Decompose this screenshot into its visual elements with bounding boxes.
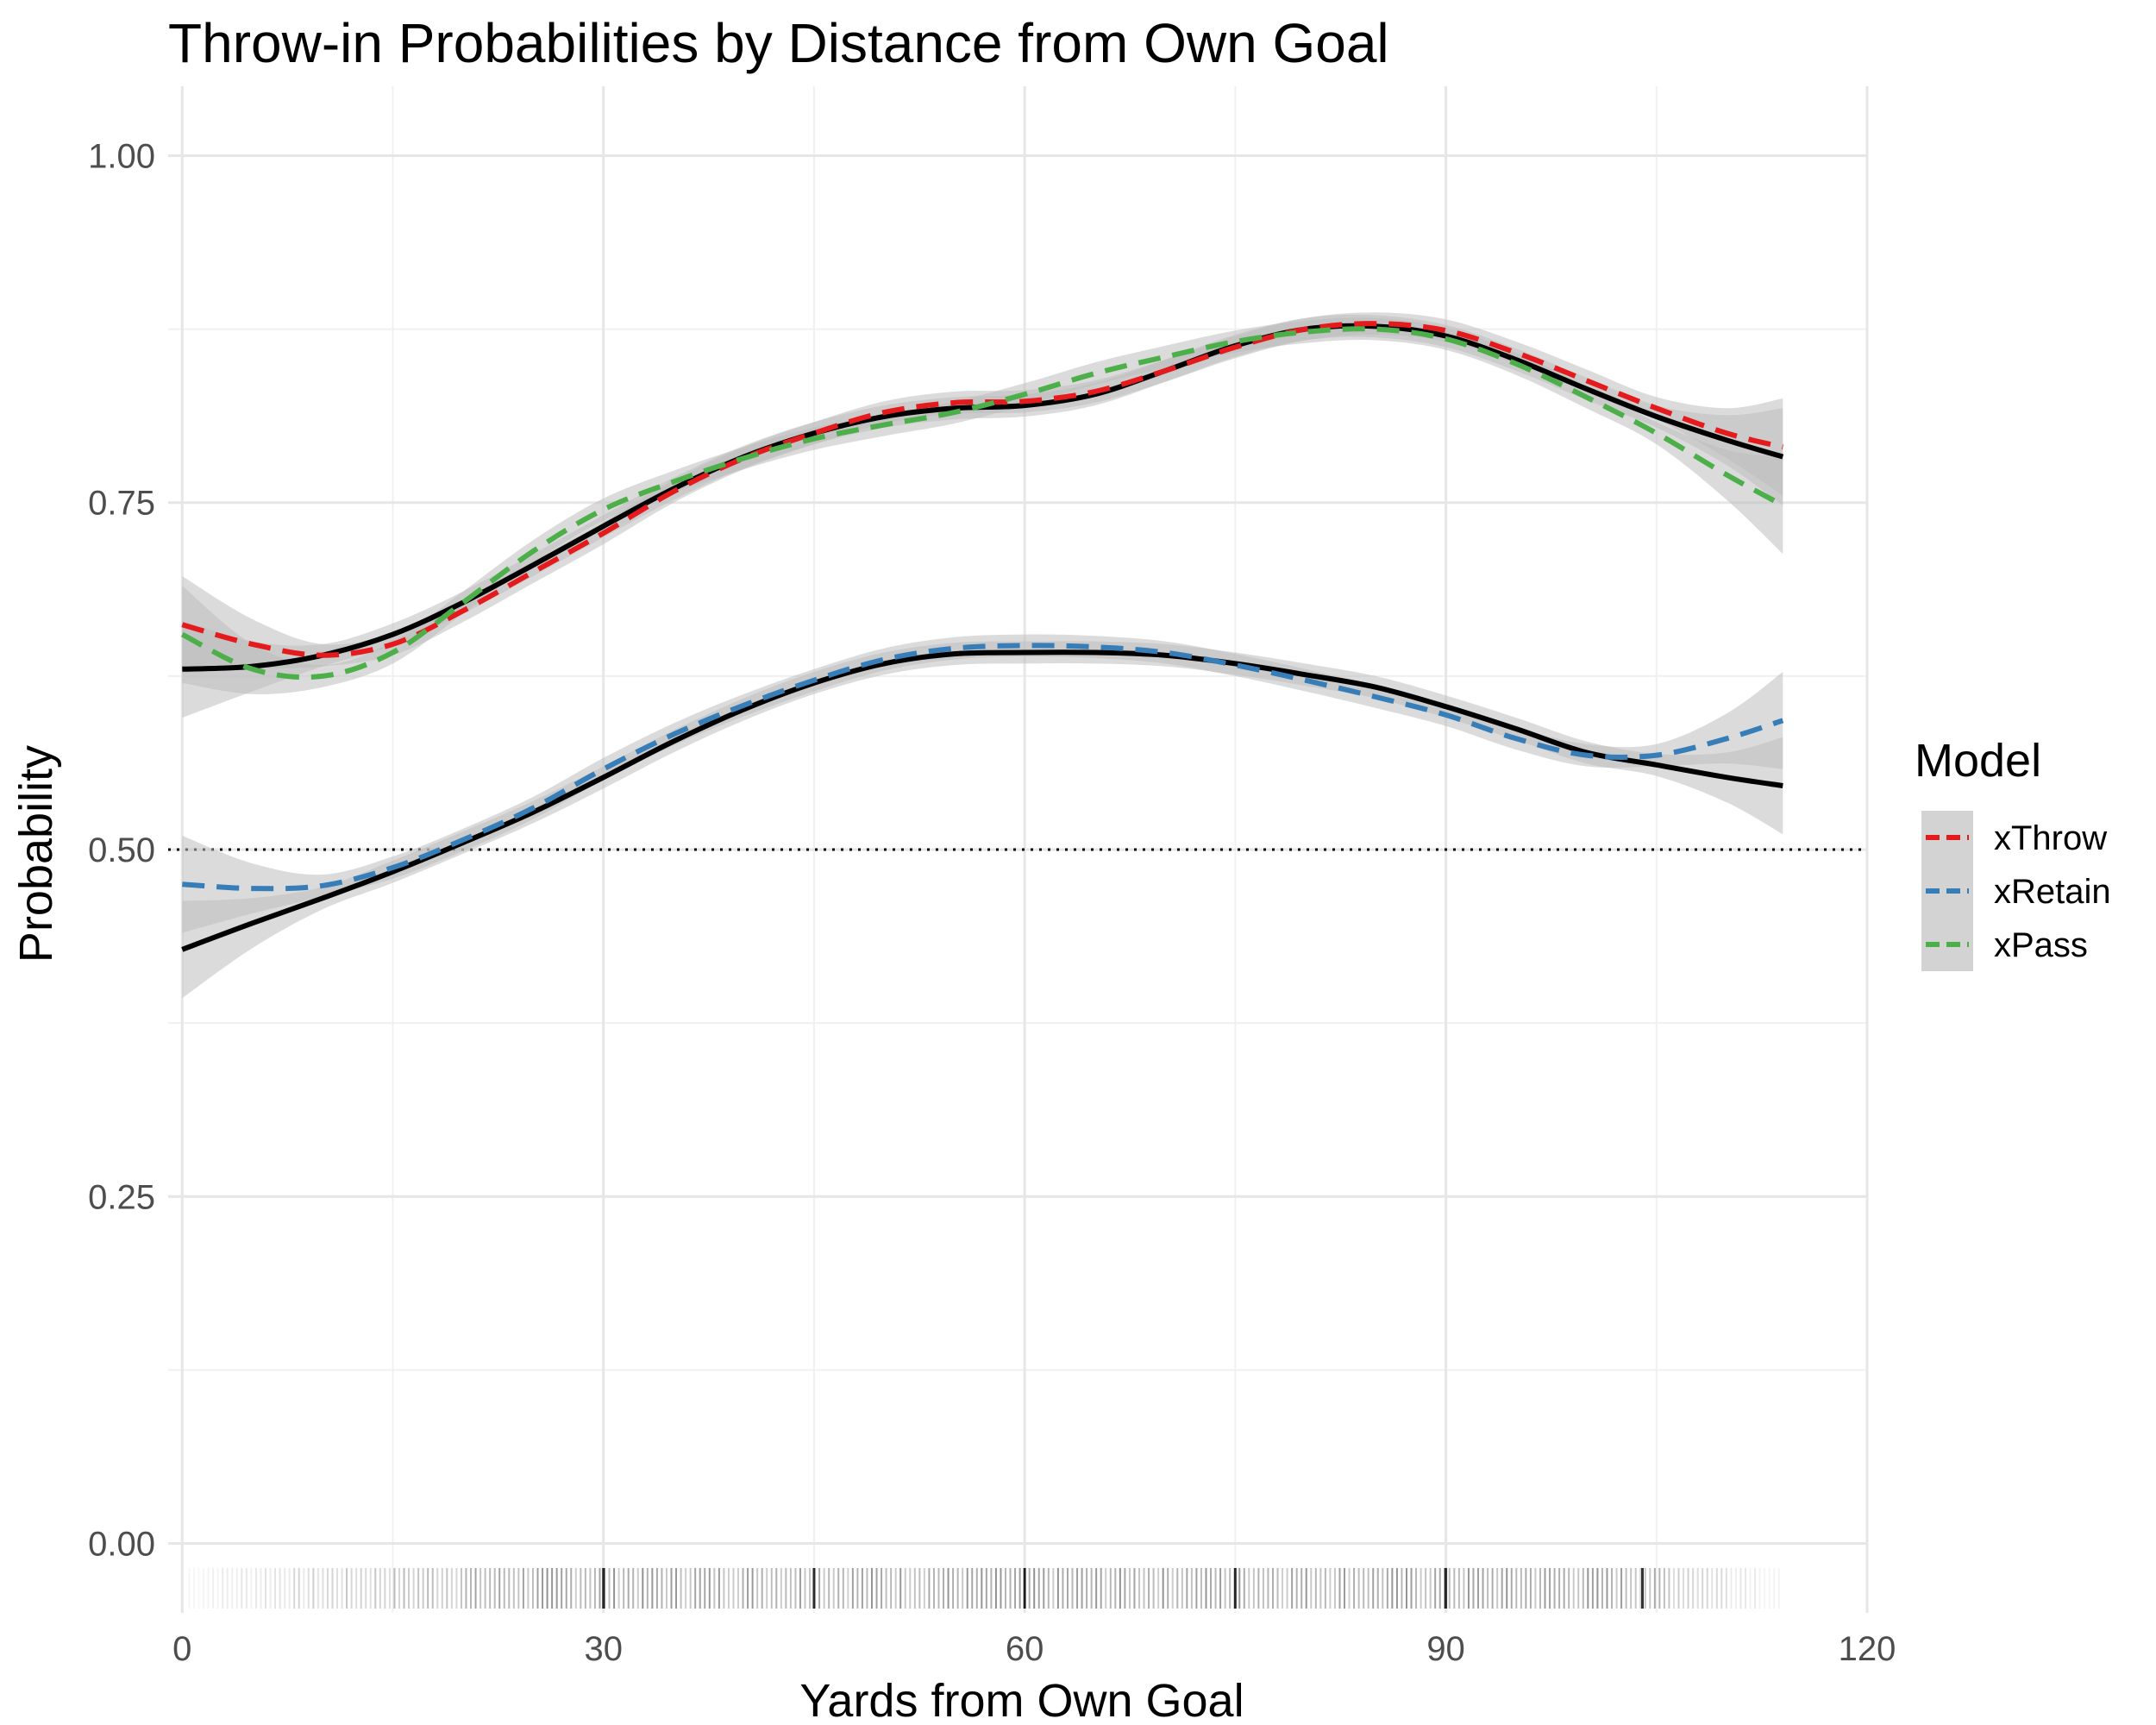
series-layer xyxy=(180,321,1784,952)
x-tick-label: 0 xyxy=(172,1630,191,1668)
confidence-band xyxy=(182,634,1783,933)
x-tick-label: 60 xyxy=(1006,1630,1044,1668)
legend-item-xpass: xPass xyxy=(1921,918,2088,971)
x-tick-label: 120 xyxy=(1839,1630,1896,1668)
legend-label: xRetain xyxy=(1994,873,2111,911)
legend-item-xthrow: xThrow xyxy=(1921,811,2107,864)
confidence-bands xyxy=(182,312,1783,999)
y-tick-label: 0.75 xyxy=(88,485,155,523)
y-tick-label: 0.00 xyxy=(88,1526,155,1564)
legend-label: xPass xyxy=(1994,926,2088,964)
y-tick-label: 0.50 xyxy=(88,831,155,869)
legend-item-xretain: xRetain xyxy=(1921,864,2111,918)
rug-marks xyxy=(192,1568,1780,1609)
legend-label: xThrow xyxy=(1994,819,2107,857)
series-line-fit xyxy=(181,649,1783,952)
legend: Model xThrow xRetain xPass xyxy=(1915,735,2111,971)
y-tick-label: 1.00 xyxy=(88,137,155,175)
series-line-xthrow xyxy=(181,321,1784,658)
x-axis-title: Yards from Own Goal xyxy=(799,1675,1244,1725)
x-tick-label: 90 xyxy=(1426,1630,1465,1668)
y-axis-title: Probability xyxy=(10,745,62,963)
y-tick-label: 0.25 xyxy=(88,1178,155,1216)
chart-title: Throw-in Probabilities by Distance from … xyxy=(168,12,1389,74)
legend-title: Model xyxy=(1915,735,2041,787)
confidence-band xyxy=(182,641,1783,999)
series-line-xpass xyxy=(180,326,1784,681)
x-tick-label: 30 xyxy=(584,1630,623,1668)
series-line-xretain xyxy=(182,643,1784,892)
y-tick-labels: 0.00 0.25 0.50 0.75 1.00 xyxy=(88,137,155,1563)
x-tick-labels: 0 30 60 90 120 xyxy=(172,1630,1896,1668)
